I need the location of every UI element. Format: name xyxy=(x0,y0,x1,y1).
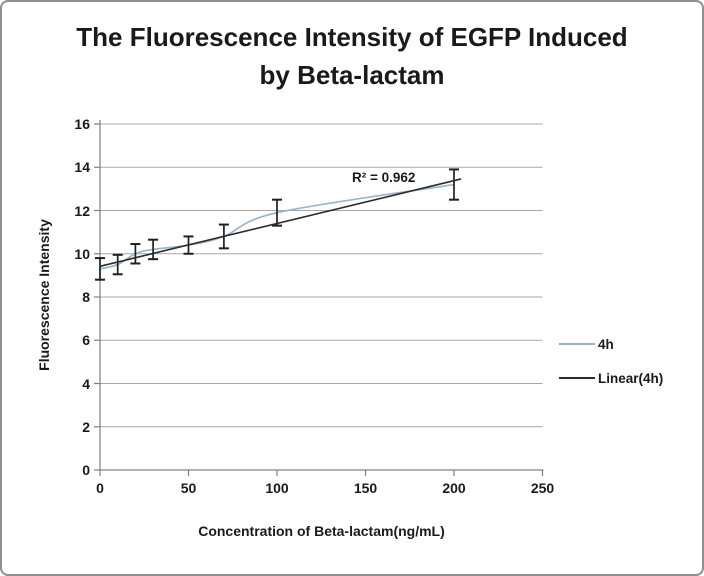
chart-title: The Fluorescence Intensity of EGFP Induc… xyxy=(76,22,628,90)
legend-label: Linear(4h) xyxy=(598,370,664,386)
y-tick-label: 12 xyxy=(74,202,90,219)
trendline-Linear(4h) xyxy=(99,178,462,268)
legend-item-4h: 4h xyxy=(559,334,663,354)
y-tick-label: 0 xyxy=(82,462,90,478)
y-tick-label: 4 xyxy=(82,375,90,392)
x-tick-label: 100 xyxy=(265,480,289,496)
x-tick-label: 250 xyxy=(530,480,555,496)
x-tick-label: 150 xyxy=(353,480,378,496)
x-axis-label: Concentration of Beta-lactam(ng/mL) xyxy=(198,523,445,539)
legend-label: 4h xyxy=(598,336,614,352)
y-tick-label: 6 xyxy=(82,332,90,349)
legend-line-swatch xyxy=(559,343,595,345)
y-tick-label: 8 xyxy=(82,289,90,305)
y-tick-label: 14 xyxy=(74,159,90,176)
y-tick-label: 16 xyxy=(74,116,90,132)
legend-item-Linear(4h): Linear(4h) xyxy=(559,368,663,388)
y-tick-label: 2 xyxy=(82,418,90,435)
x-tick-label: 0 xyxy=(96,480,104,496)
legend-line-swatch xyxy=(559,377,595,379)
r-squared-annotation: R² = 0.962 xyxy=(352,170,416,185)
x-tick-label: 200 xyxy=(442,480,466,496)
y-tick-label: 10 xyxy=(74,245,90,262)
legend: 4h Linear(4h) xyxy=(559,334,663,388)
x-tick-label: 50 xyxy=(180,480,197,496)
